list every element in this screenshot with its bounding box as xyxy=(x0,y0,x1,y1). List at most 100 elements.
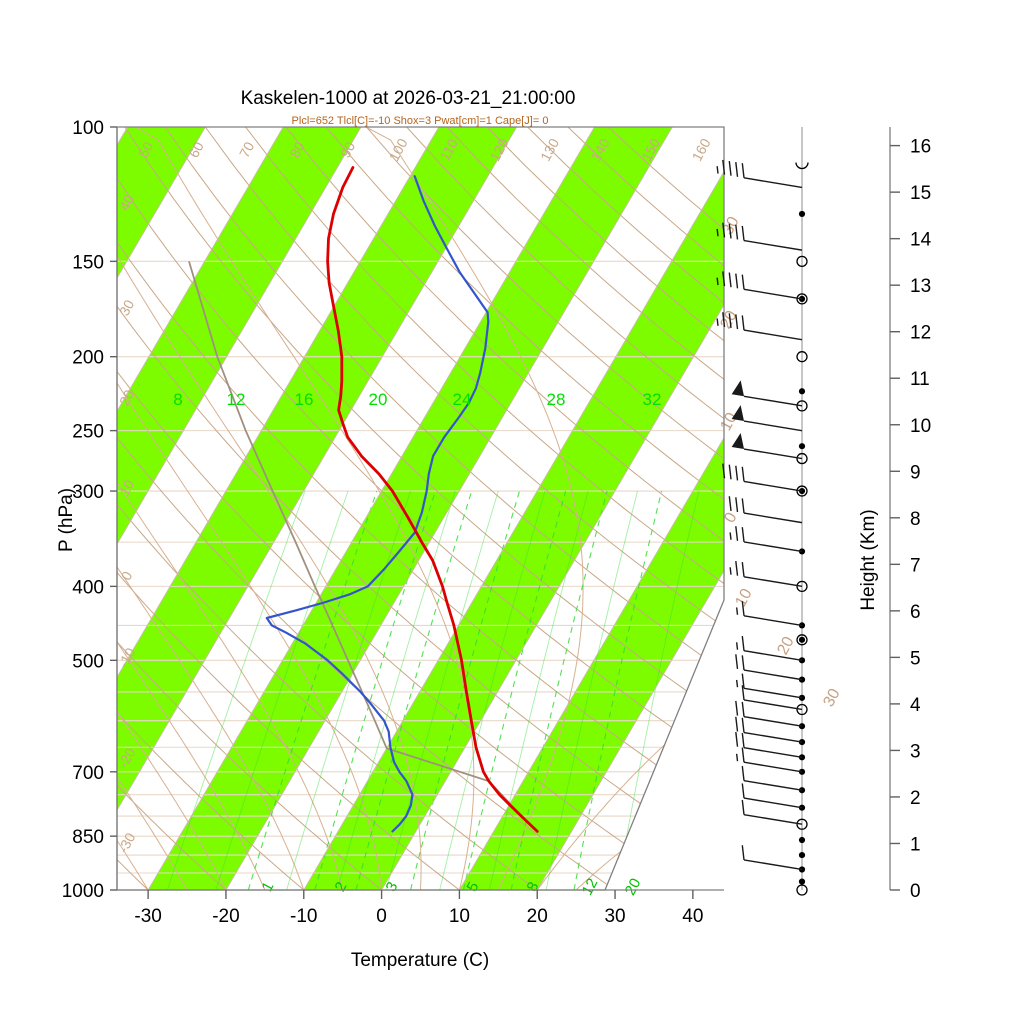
isotherm-value-label: 28 xyxy=(547,390,566,409)
wind-barb-shaft xyxy=(743,615,803,627)
wind-level-circle xyxy=(796,884,808,896)
wind-level-dot xyxy=(798,210,806,218)
wind-barb[interactable] xyxy=(798,388,806,395)
height-tick-label: 14 xyxy=(910,230,932,251)
height-tick-label: 16 xyxy=(910,137,931,158)
wind-barb[interactable] xyxy=(735,654,806,683)
wind-barb[interactable] xyxy=(735,636,806,664)
wind-barb-full xyxy=(722,222,726,238)
wind-barb[interactable] xyxy=(795,162,809,170)
mixing-ratio-value-label: 12 xyxy=(579,876,602,899)
x-axis-label: Temperature (C) xyxy=(351,950,489,971)
mixing-ratio-line-minor xyxy=(166,490,306,890)
wind-barb[interactable] xyxy=(731,405,803,432)
dry-adiabat-edge-label: 40 xyxy=(116,192,138,213)
wind-barb[interactable] xyxy=(716,222,803,251)
wind-barb[interactable] xyxy=(798,836,806,844)
wind-barb-full xyxy=(722,312,726,327)
wind-barb[interactable] xyxy=(741,765,806,794)
page-title: Kaskelen-1000 at 2026-03-21_21:00:00 xyxy=(241,88,576,109)
isotherm-line xyxy=(117,127,518,890)
isotherm-line xyxy=(117,127,440,890)
wind-level-circle xyxy=(796,400,808,412)
temperature-axis[interactable]: -30 -20 -10 0 10 20 30 40 xyxy=(117,889,724,927)
wind-barb[interactable] xyxy=(741,845,806,873)
wind-barb-flag xyxy=(731,380,744,397)
wind-barb[interactable] xyxy=(796,351,808,363)
wind-barb[interactable] xyxy=(716,271,808,305)
wind-barb[interactable] xyxy=(729,560,808,593)
wind-barb[interactable] xyxy=(741,685,808,716)
pressure-tick-label: 700 xyxy=(72,763,104,784)
height-tick-label: 10 xyxy=(910,416,931,437)
wind-barb[interactable] xyxy=(735,700,806,730)
wind-barb[interactable] xyxy=(735,716,806,746)
pressure-axis[interactable]: 100 150 200 250 300 400 500 700 850 1000 xyxy=(62,118,118,902)
temperature-tick-label: -30 xyxy=(134,906,161,927)
moist-adiabat-line xyxy=(117,127,422,890)
wind-barb-full xyxy=(741,527,745,542)
wind-barb[interactable] xyxy=(729,526,806,555)
wind-barb[interactable] xyxy=(731,380,808,412)
wind-barb[interactable] xyxy=(796,884,808,896)
wind-barb-full xyxy=(735,700,739,716)
pressure-tick-label: 300 xyxy=(72,482,104,503)
height-tick-label: 2 xyxy=(910,788,921,809)
wind-barb[interactable] xyxy=(735,747,806,775)
dry-adiabat-edge-label: 10 xyxy=(116,477,138,498)
wind-barb-shaft xyxy=(743,448,803,460)
isotherm-value-label: 24 xyxy=(453,390,472,409)
isotherm-line xyxy=(225,127,673,890)
wind-barb-full xyxy=(728,160,732,176)
temperature-tick-label: 40 xyxy=(682,906,703,927)
mixing-ratio-line xyxy=(462,490,567,890)
height-tick-label: 7 xyxy=(910,555,921,576)
wind-barb[interactable] xyxy=(716,312,803,341)
wind-barb[interactable] xyxy=(728,496,803,524)
wind-barb-full xyxy=(741,799,745,815)
isotherm-value-label: 12 xyxy=(227,390,246,409)
wind-barb[interactable] xyxy=(735,601,806,629)
wind-barb-full xyxy=(741,783,745,799)
wind-barb[interactable] xyxy=(741,799,808,830)
isotherm-band xyxy=(117,127,517,890)
mixing-ratio-line-minor xyxy=(286,490,412,890)
wind-barb-shaft xyxy=(743,177,803,189)
wind-barb[interactable] xyxy=(796,255,808,268)
wind-barb[interactable] xyxy=(731,433,808,465)
pressure-tick-label: 850 xyxy=(72,827,104,848)
wind-barb[interactable] xyxy=(716,159,803,189)
moist-adiabat-label: 30 xyxy=(820,686,843,710)
wind-barb-full xyxy=(735,716,739,732)
wind-barb-shaft xyxy=(743,747,803,758)
wind-barb[interactable] xyxy=(722,463,808,497)
wind-barb[interactable] xyxy=(796,634,808,646)
wind-barb-shaft xyxy=(743,512,803,524)
wind-level-circle xyxy=(796,452,808,465)
wind-barb[interactable] xyxy=(798,878,806,885)
isotherm-band xyxy=(148,127,673,890)
wind-barb[interactable] xyxy=(798,443,806,450)
wind-barb[interactable] xyxy=(741,783,806,811)
wind-barb-full xyxy=(741,845,745,861)
wind-level-circle xyxy=(796,255,808,268)
wind-barb[interactable] xyxy=(735,673,806,701)
pressure-tick-label: 500 xyxy=(72,651,104,672)
wind-barb-column[interactable] xyxy=(716,127,809,896)
pressure-tick-label: 250 xyxy=(72,422,104,443)
isotherm-line xyxy=(303,127,724,890)
mixing-ratio-line-minor xyxy=(385,490,499,890)
mixing-ratio-lines xyxy=(166,490,700,890)
wind-barb[interactable] xyxy=(798,210,806,218)
wind-barb[interactable] xyxy=(735,731,806,761)
wind-barb-full xyxy=(741,225,745,241)
wind-barb-half xyxy=(729,567,732,575)
dry-adiabat-line xyxy=(117,127,460,890)
wind-barb-full xyxy=(741,673,745,689)
wind-barb[interactable] xyxy=(798,851,806,859)
wind-barb-shaft xyxy=(743,687,803,699)
wind-barb-full xyxy=(735,314,739,330)
wind-level-circle xyxy=(796,818,808,830)
